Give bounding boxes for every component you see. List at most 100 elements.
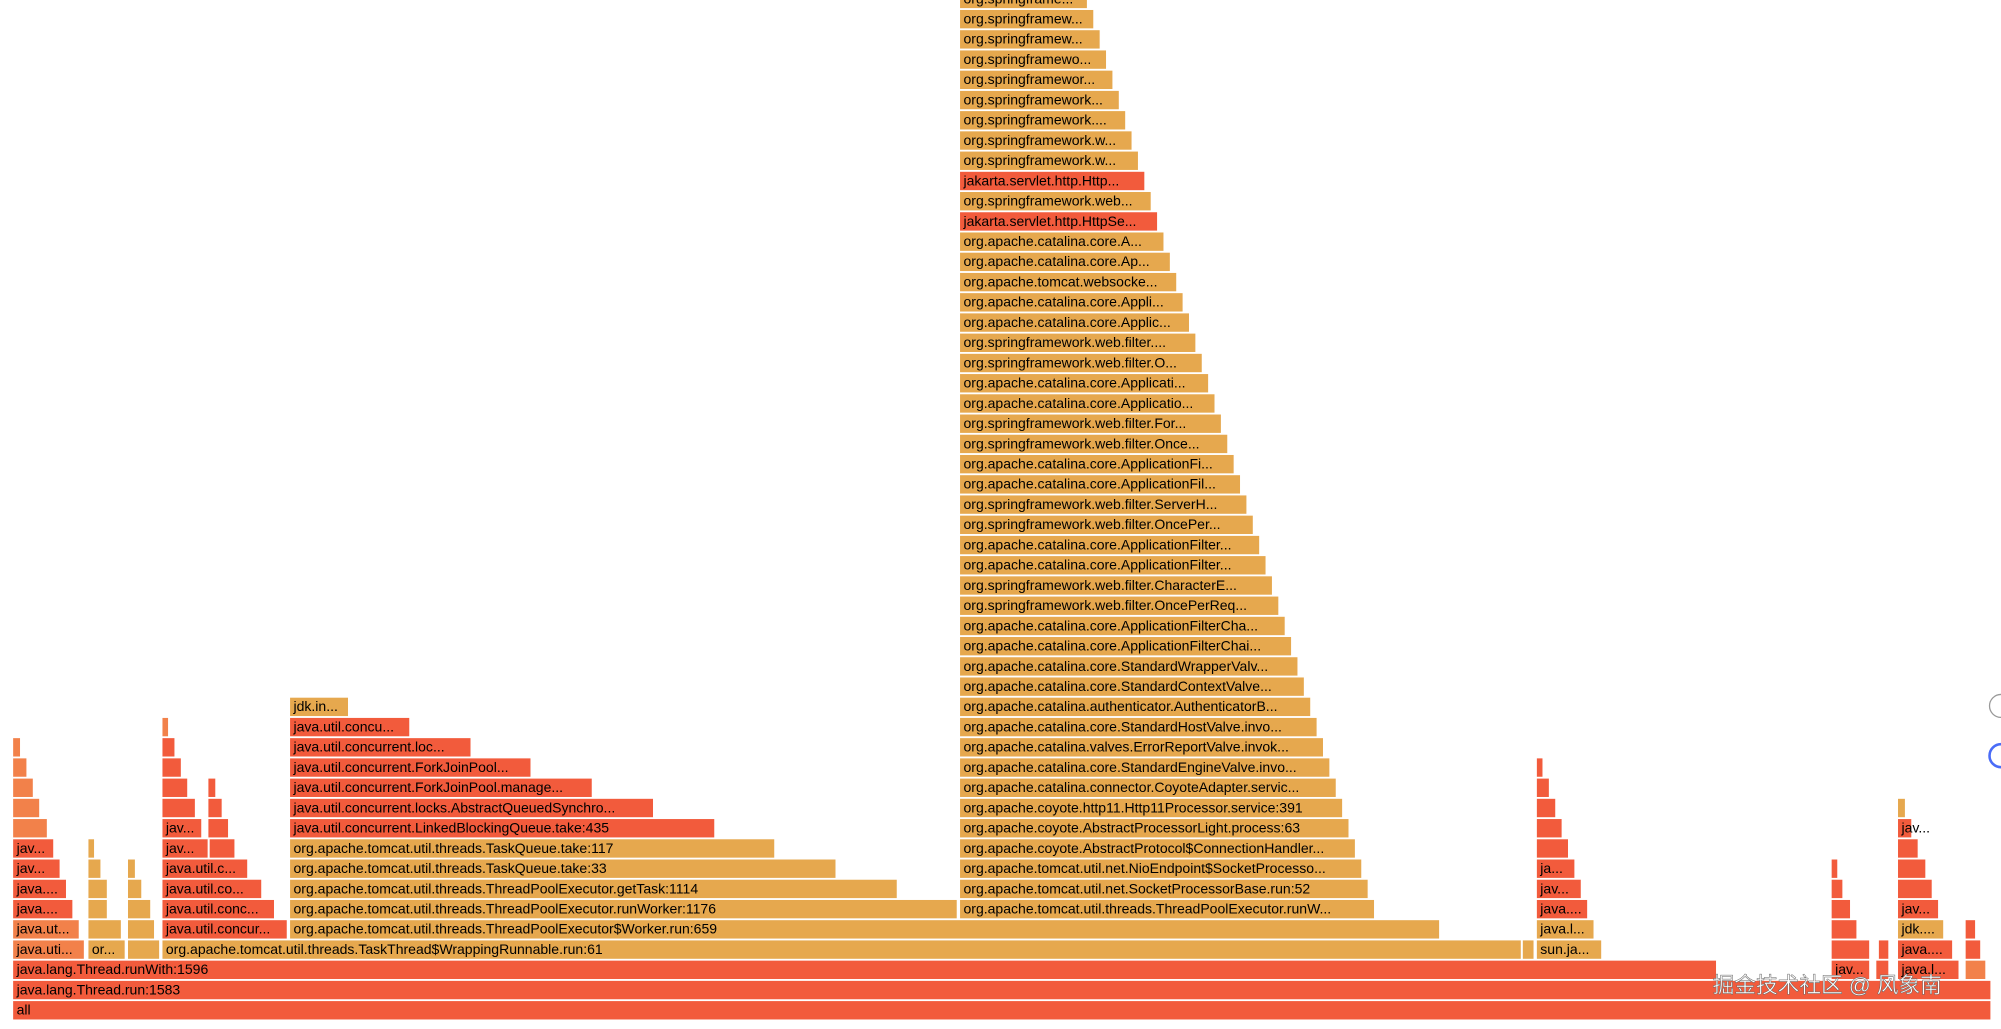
- frame-label: org.apache.catalina.core.Applic...: [963, 314, 1170, 330]
- frame: [207, 777, 217, 798]
- frame: [127, 899, 151, 920]
- frame-label: org.springframework.web.filter.ServerH..…: [963, 496, 1217, 512]
- frame: [12, 798, 40, 818]
- frame-label: java....: [16, 880, 58, 896]
- frame-label: org.springframework.web.filter.Once...: [963, 435, 1199, 451]
- frame: [127, 878, 143, 899]
- frame: [87, 939, 126, 960]
- frame-label: org.apache.catalina.core.StandardHostVal…: [963, 718, 1281, 734]
- frame-label: org.apache.tomcat.websocke...: [963, 273, 1157, 289]
- frame-label: org.springframework.web.filter.O...: [963, 354, 1176, 370]
- frame: [959, 332, 1197, 353]
- frame-label: jdk....: [1900, 921, 1935, 937]
- frame-label: org.apache.catalina.core.ApplicationFilt…: [963, 638, 1261, 654]
- frame-label: java....: [1539, 900, 1581, 916]
- frame: [1964, 919, 1976, 940]
- frame: [87, 919, 122, 940]
- frame: [959, 251, 1171, 272]
- frame: [959, 858, 1363, 879]
- frame-label: org.apache.tomcat.util.threads.ThreadPoo…: [294, 921, 718, 937]
- frame: [1897, 939, 1953, 960]
- frame-label: org.springframework.w...: [963, 132, 1116, 148]
- frame: [959, 717, 1318, 738]
- frame: [1897, 899, 1939, 920]
- frame: [12, 858, 61, 879]
- frame: [87, 838, 95, 859]
- frame-label: java.l...: [1900, 961, 1945, 977]
- frame: [959, 312, 1190, 333]
- frame-label: or...: [92, 941, 115, 957]
- frame: [127, 858, 136, 879]
- frame: [959, 535, 1260, 556]
- frame-label: sun.ja...: [1540, 941, 1589, 957]
- frame: [289, 818, 716, 839]
- frame-label: org.springframework....: [963, 112, 1106, 128]
- frame: [12, 737, 21, 758]
- frame: [959, 231, 1165, 252]
- frame: [959, 353, 1203, 373]
- frame: [1830, 858, 1839, 879]
- frame: [959, 49, 1107, 70]
- frame-label: org.apache.catalina.core.StandardWrapper…: [963, 658, 1268, 674]
- frame-label: org.springframework.web.filter.OncePerRe…: [963, 597, 1247, 613]
- frame-label: org.springframework.w...: [963, 152, 1116, 168]
- frame: [161, 777, 188, 798]
- frame-label: java.util.concurrent.ForkJoinPool...: [293, 759, 509, 775]
- side-icon[interactable]: [1988, 742, 2001, 769]
- frame-label: java.util.concurrent.LinkedBlockingQueue…: [293, 820, 610, 836]
- frame-label: java.util.co...: [165, 880, 244, 896]
- frame-label: jav...: [165, 820, 195, 836]
- frame-label: jdk.in...: [293, 698, 338, 714]
- frame: [959, 737, 1324, 758]
- frame: [1830, 899, 1851, 920]
- frame: [959, 150, 1139, 171]
- frame: [959, 696, 1311, 717]
- frame: [289, 737, 472, 758]
- frame: [161, 818, 203, 839]
- frame-label: org.apache.tomcat.util.threads.TaskQueue…: [294, 840, 614, 856]
- frame-label: org.springframework.web.filter.OncePer..…: [963, 516, 1220, 532]
- frame: [959, 373, 1209, 394]
- frame: [959, 171, 1146, 191]
- frame: [1536, 777, 1550, 798]
- frame: [1536, 899, 1588, 920]
- frame-label: org.apache.catalina.core.ApplicationFi..…: [963, 455, 1212, 471]
- frame: [959, 474, 1241, 495]
- frame-label: org.apache.coyote.http11.Http11Processor…: [963, 799, 1302, 815]
- frame-label: java.l...: [1539, 921, 1584, 937]
- frame-label: java.util.c...: [165, 860, 236, 876]
- frame-label: java.util.concur...: [165, 921, 270, 937]
- side-icon[interactable]: [1988, 693, 2001, 719]
- frame-label: org.apache.catalina.core.Applicatio...: [963, 395, 1193, 411]
- frame: [87, 899, 108, 920]
- frame: [959, 798, 1343, 818]
- frame: [1897, 878, 1933, 899]
- frame-label: org.apache.catalina.core.A...: [963, 233, 1141, 249]
- frame: [959, 555, 1267, 576]
- frame-label: org.springframe...: [963, 0, 1073, 6]
- frame: [1536, 878, 1582, 899]
- frame-label: org.springframewo...: [963, 51, 1091, 67]
- frame: [1522, 939, 1535, 960]
- frame: [12, 919, 80, 940]
- frame-label: org.apache.tomcat.util.threads.TaskThrea…: [166, 941, 603, 957]
- frame: [959, 454, 1235, 475]
- frame: [959, 514, 1254, 535]
- frame-label: org.apache.catalina.core.StandardEngineV…: [963, 759, 1296, 775]
- frame-label: jav...: [16, 860, 46, 876]
- frame-label: org.apache.tomcat.util.threads.ThreadPoo…: [294, 880, 699, 896]
- frame: [161, 939, 1522, 960]
- frame: [959, 676, 1305, 697]
- frame: [959, 69, 1114, 90]
- frame: [12, 959, 1717, 980]
- frame: [959, 757, 1331, 778]
- frame-label: org.apache.tomcat.util.threads.ThreadPoo…: [963, 900, 1331, 916]
- frame-label: java.util.concurrent.loc...: [293, 739, 445, 755]
- frame: [959, 29, 1101, 50]
- frame-label: java.util.concu...: [293, 718, 395, 734]
- frame: [161, 899, 275, 920]
- frame: [1875, 959, 1890, 980]
- frame: [959, 636, 1292, 657]
